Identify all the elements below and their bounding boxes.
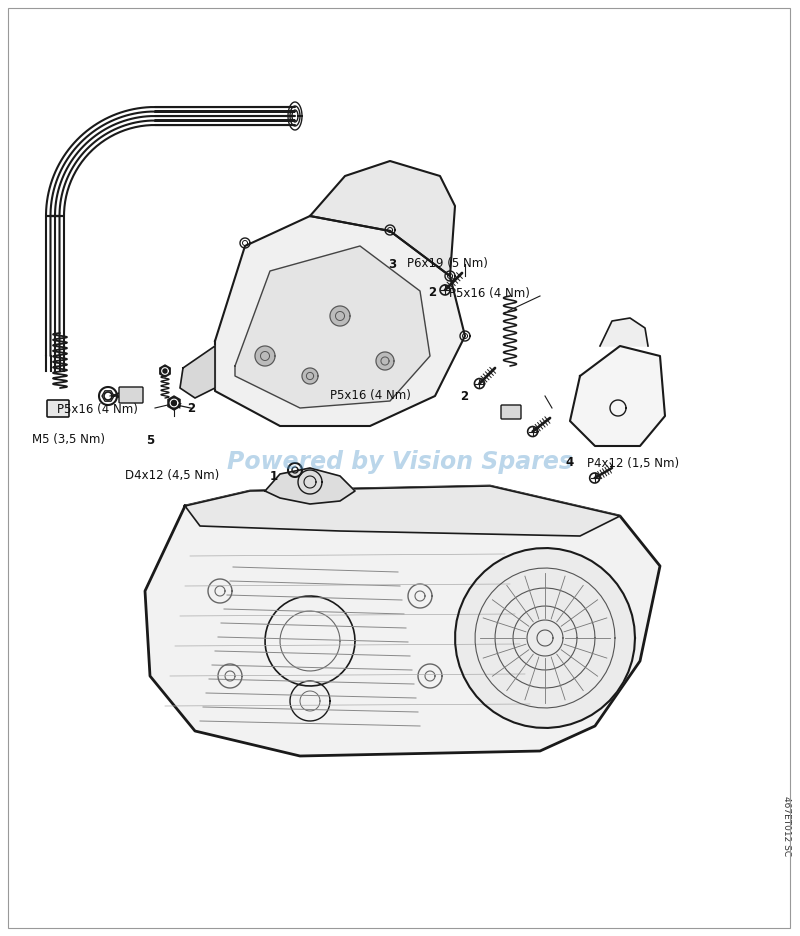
Text: 467ET012 SC: 467ET012 SC <box>782 796 791 856</box>
Polygon shape <box>235 246 430 408</box>
FancyBboxPatch shape <box>501 405 521 419</box>
Polygon shape <box>310 161 455 276</box>
Polygon shape <box>600 318 648 346</box>
Text: 3: 3 <box>389 257 402 271</box>
Polygon shape <box>265 468 355 504</box>
Polygon shape <box>168 396 180 410</box>
Text: Powered by Vision Spares: Powered by Vision Spares <box>227 450 573 474</box>
Text: P5x16 (4 Nm): P5x16 (4 Nm) <box>449 286 530 300</box>
Text: P6x19 (5 Nm): P6x19 (5 Nm) <box>407 257 488 271</box>
Text: P5x16 (4 Nm): P5x16 (4 Nm) <box>57 402 142 416</box>
Polygon shape <box>455 548 635 728</box>
Polygon shape <box>570 346 665 446</box>
Polygon shape <box>180 346 215 398</box>
Text: 5: 5 <box>146 433 154 446</box>
Text: D4x12 (4,5 Nm): D4x12 (4,5 Nm) <box>125 470 223 482</box>
FancyBboxPatch shape <box>119 387 143 403</box>
Polygon shape <box>160 365 170 377</box>
Text: 4: 4 <box>566 457 578 470</box>
Polygon shape <box>376 352 394 370</box>
Polygon shape <box>330 306 350 326</box>
Polygon shape <box>185 486 620 536</box>
Text: 2: 2 <box>429 286 442 300</box>
Text: P4x12 (1,5 Nm): P4x12 (1,5 Nm) <box>587 457 679 470</box>
Polygon shape <box>255 346 275 366</box>
FancyBboxPatch shape <box>47 400 69 417</box>
Polygon shape <box>215 216 465 426</box>
Text: 2: 2 <box>460 389 468 402</box>
Polygon shape <box>302 368 318 384</box>
Text: 2: 2 <box>187 402 195 416</box>
Text: 1: 1 <box>270 470 278 482</box>
Polygon shape <box>145 486 660 756</box>
Text: M5 (3,5 Nm): M5 (3,5 Nm) <box>32 433 109 446</box>
Text: P5x16 (4 Nm): P5x16 (4 Nm) <box>330 389 414 402</box>
